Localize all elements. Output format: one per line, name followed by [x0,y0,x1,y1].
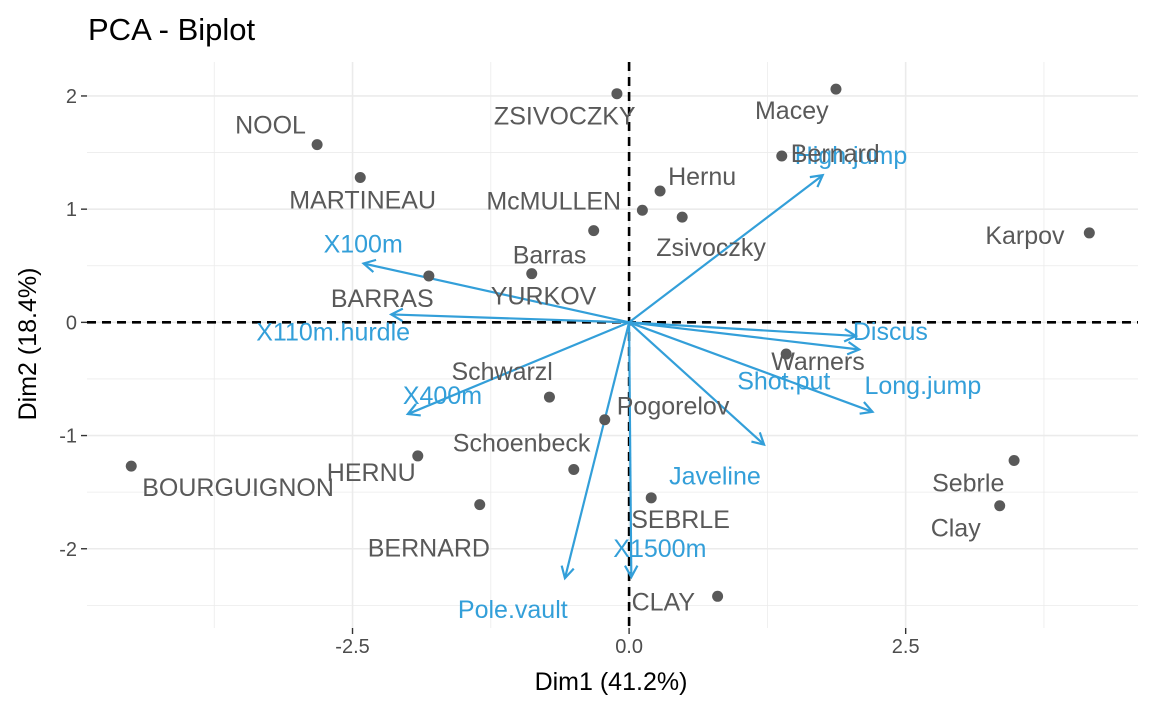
variable-arrow-high-jump [628,174,824,324]
individual-points: SEBRLE CLAY BERNARD YURKOV ZSIVOCZKY McMULLEN… [125,83,1095,616]
y-axis-title: Dim2 (18.4%) [14,268,42,421]
variable-arrowhead [809,173,825,188]
chart-title: PCA - Biplot [88,12,256,47]
y-tick-label: -1 [59,426,77,448]
variable-arrow-discus [629,321,856,338]
variable-label: Long.jump [864,372,981,400]
point-label: BARRAS [331,285,434,313]
variable-arrow-x100m [363,262,630,324]
point-label: Barras [513,242,587,270]
point-label: Bernard [791,140,880,168]
variable-arrows: X100mX110m.hurdleX400mHigh.jumpDiscusSho… [256,142,981,624]
point-label: MARTINEAU [289,186,436,214]
variable-label: Javeline [669,463,761,491]
variable-label: X110m.hurdle [256,318,410,346]
point-clay [712,590,724,602]
variable-arrowhead [859,401,875,415]
point-label: SEBRLE [631,506,730,534]
x-tick-label: 0.0 [615,636,643,658]
point-label: CLAY [632,588,696,616]
variable-arrow-shot-put [628,321,860,351]
point-label: Hernu [668,163,736,191]
variable-arrowhead [388,307,404,322]
variable-arrowhead [846,341,862,356]
point-label: Sebrle [932,469,1004,497]
y-tick-label: 2 [66,86,77,108]
point-sebrle [1008,454,1020,466]
point-nool [311,139,323,151]
y-tick-label: 0 [66,312,77,334]
point-hernu [412,450,424,462]
point-zsivoczky [611,88,623,100]
point-label: Pogorelov [617,393,730,421]
point-schwarzl [543,391,555,403]
point-martineau [354,171,366,183]
axis-ticks: -2.5 0.0 2.5 -2 -1 0 1 2 [59,86,919,658]
variable-arrow-javeline [628,321,765,446]
point-barras [423,270,435,282]
variable-arrow-x1500m [627,322,633,578]
x-tick-label: -2.5 [335,636,369,658]
y-tick-label: 1 [66,199,77,221]
point-label: BERNARD [368,535,490,563]
point-sebrle [645,492,657,504]
point-label: Schoenbeck [453,430,591,458]
point-label: BOURGUIGNON [142,474,334,502]
point-label: Zsivoczky [656,234,766,262]
x-tick-label: 2.5 [892,636,920,658]
point-barras [588,225,600,237]
point-yurkov [526,268,538,280]
point-label: Macey [755,97,829,125]
point-clay [994,500,1006,512]
point-label: Warners [771,348,865,376]
x-axis-title: Dim1 (41.2%) [535,668,688,696]
point-label: ZSIVOCZKY [494,103,636,131]
variable-arrow-x400m [407,321,630,416]
point-label: McMULLEN [486,187,621,215]
variable-arrowhead [560,565,575,581]
variable-label: X100m [324,230,403,258]
variable-arrow-pole-vault [563,322,631,579]
point-mcmullen [636,204,648,216]
variable-arrowhead [843,328,859,343]
point-pogorelov [599,414,611,426]
variable-label: High.jump [795,142,908,170]
point-warners [780,348,792,360]
y-tick-label: -2 [59,539,77,561]
point-bernard [776,150,788,162]
point-label: HERNU [327,459,416,487]
point-label: NOOL [235,112,306,140]
variable-arrowhead [624,565,639,580]
point-label: Clay [931,515,982,543]
variable-label: Discus [853,318,928,346]
variable-arrow-long-jump [628,321,873,413]
point-hernu [654,185,666,197]
point-label: YURKOV [491,283,597,311]
variable-label: Pole.vault [458,596,568,624]
variable-arrowhead [405,403,421,417]
variable-label: X400m [403,382,482,410]
point-karpov [1083,227,1095,239]
point-bourguignon [125,460,137,472]
point-label: Schwarzl [451,358,552,386]
variable-arrowhead [751,431,766,447]
point-bernard [474,499,486,511]
point-label: Karpov [985,222,1065,250]
point-zsivoczky [676,211,688,223]
variable-label: X1500m [613,535,706,563]
point-macey [830,83,842,95]
variable-arrow-x110m-hurdle [391,313,630,324]
variable-arrowhead [361,258,377,273]
point-schoenbeck [568,464,580,476]
